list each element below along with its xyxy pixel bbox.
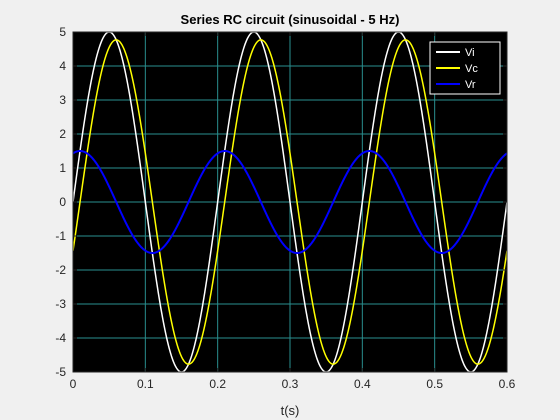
x-tick-label: 0	[70, 377, 77, 391]
y-tick-label: -1	[55, 229, 66, 243]
series-layer	[73, 32, 507, 372]
series-line-vi	[73, 32, 507, 372]
y-tick-label: -2	[55, 263, 66, 277]
x-tick-label: 0.2	[209, 377, 226, 391]
chart-title: Series RC circuit (sinusoidal - 5 Hz)	[181, 12, 400, 27]
y-tick-label: 1	[59, 161, 66, 175]
legend-label-vi: Vi	[465, 47, 475, 59]
x-tick-label: 0.1	[137, 377, 154, 391]
x-tick-label: 0.6	[499, 377, 516, 391]
y-tick-label: -5	[55, 365, 66, 379]
legend-label-vr: Vr	[465, 79, 476, 91]
legend-label-vc: Vc	[465, 63, 478, 75]
series-line-vr	[73, 149, 507, 255]
y-tick-label: 4	[59, 59, 66, 73]
x-tick-label: 0.3	[282, 377, 299, 391]
x-axis-ticks: 0 0.1 0.2 0.3 0.4 0.5 0.6	[70, 32, 516, 391]
y-tick-label: -4	[55, 331, 66, 345]
y-tick-label: 0	[59, 195, 66, 209]
legend: Vi Vc Vr	[429, 41, 501, 95]
x-tick-label: 0.4	[354, 377, 371, 391]
y-axis-ticks: -5 -4 -3 -2 -1 0 1 2 3 4 5	[55, 25, 507, 379]
y-tick-label: 2	[59, 127, 66, 141]
x-tick-label: 0.5	[426, 377, 443, 391]
x-axis-label: t(s)	[281, 403, 300, 418]
y-tick-label: 3	[59, 93, 66, 107]
series-line-vc	[73, 39, 507, 365]
y-tick-label: 5	[59, 25, 66, 39]
y-tick-label: -3	[55, 297, 66, 311]
